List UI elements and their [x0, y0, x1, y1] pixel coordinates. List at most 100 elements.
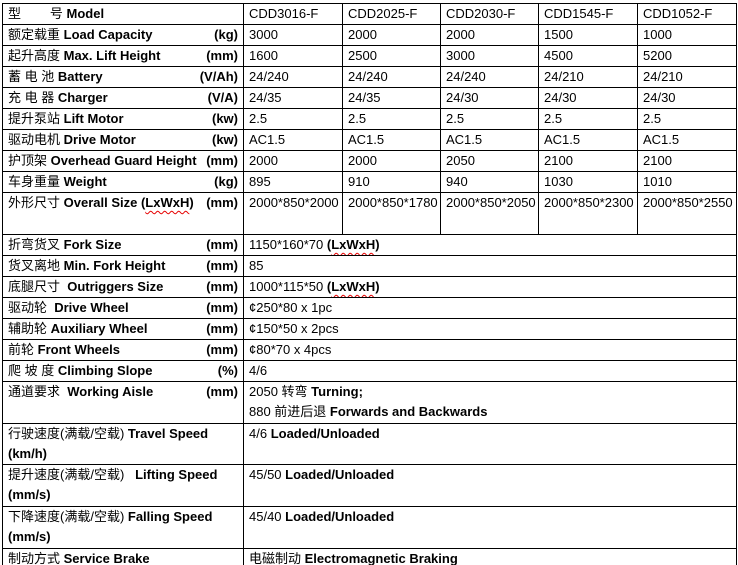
row-label-text: 制动方式 Service Brake [8, 550, 150, 565]
model-header-cell: CDD1052-F [637, 3, 737, 25]
table-row: 驱动轮 Drive Wheel (mm) ¢250*80 x 1pc [2, 297, 737, 319]
row-label-cell: 辅助轮 Auxiliary Wheel (mm) [2, 318, 244, 340]
row-label-cell: 下降速度(满载/空载) Falling Speed (mm/s) [2, 506, 244, 549]
spec-value-cell: 895 [243, 171, 343, 193]
spec-value-cell: 2000*850*2300 [538, 192, 638, 235]
table-row: 折弯货叉 Fork Size (mm) 1150*160*70 (LxWxH) [2, 234, 737, 256]
text-run: Falling Speed [127, 509, 213, 524]
row-unit: (mm) [206, 48, 238, 63]
row-label-cell: 通道要求 Working Aisle (mm) [2, 381, 244, 424]
text-run: 1150*160*70 [249, 237, 327, 252]
row-label-text: 爬 坡 度 Climbing Slope [8, 362, 152, 381]
table-row: 车身重量 Weight (kg) 895 910 940 1030 1010 [2, 171, 737, 193]
row-label-text: 护顶架 Overhead Guard Height [8, 152, 197, 171]
spellcheck-flagged-text: LxWxH [145, 195, 190, 210]
text-run: 驱动轮 [8, 300, 55, 315]
table-row: 前轮 Front Wheels (mm) ¢80*70 x 4pcs [2, 339, 737, 361]
text-run: 护顶架 [8, 153, 51, 168]
row-label-cell: 驱动轮 Drive Wheel (mm) [2, 297, 244, 319]
spec-value-cell: 1030 [538, 171, 638, 193]
row-unit: (mm) [206, 384, 238, 399]
text-run: Turning; [311, 384, 363, 399]
row-unit: (kg) [214, 174, 238, 189]
row-label-cell: 前轮 Front Wheels (mm) [2, 339, 244, 361]
spec-value-cell: AC1.5 [538, 129, 638, 151]
row-label-text: 额定载重 Load Capacity [8, 26, 153, 45]
row-label-line: 起升高度 Max. Lift Height (mm) [8, 47, 238, 66]
row-label-line: 外形尺寸 Overall Size (LxWxH) (mm) [8, 194, 238, 214]
row-label-cell: 驱动电机 Drive Motor (kw) [2, 129, 244, 151]
row-label-text: 行驶速度(满载/空载) Travel Speed (km/h) [8, 425, 238, 464]
spec-value-cell: 24/240 [440, 66, 539, 88]
text-run: ) [375, 237, 380, 252]
spellcheck-flagged-text: LxWxH [331, 279, 376, 294]
spec-value-line: 45/40 Loaded/Unloaded [249, 508, 731, 528]
text-run: 前轮 [8, 342, 38, 357]
row-label-text: 底腿尺寸 Outriggers Size [8, 278, 163, 297]
spec-span-value-cell: 45/50 Loaded/Unloaded [243, 464, 737, 507]
text-run: ( [326, 237, 332, 252]
row-label-cell: 充 电 器 Charger (V/A) [2, 87, 244, 109]
spec-value-line: 880 前进后退 Forwards and Backwards [249, 402, 731, 422]
text-run: 额定载重 [8, 27, 64, 42]
spec-value-cell: 2500 [342, 45, 441, 67]
spec-value-cell: 3000 [243, 24, 343, 46]
row-unit: (V/A) [207, 90, 238, 105]
spec-value-cell: 24/240 [243, 66, 343, 88]
spec-value-cell: 24/240 [342, 66, 441, 88]
row-label-line: 型 号 Model [8, 5, 238, 24]
row-label-cell: 货叉离地 Min. Fork Height (mm) [2, 255, 244, 277]
spec-value-line: ¢150*50 x 2pcs [249, 320, 731, 339]
table-row: 充 电 器 Charger (V/A) 24/35 24/35 24/30 24/30 24… [2, 87, 737, 109]
text-run: 折弯货叉 [8, 237, 64, 252]
text-run: 充 电 器 [8, 90, 58, 105]
row-label-line: 充 电 器 Charger (V/A) [8, 89, 238, 108]
row-label-cell: 行驶速度(满载/空载) Travel Speed (km/h) [2, 423, 244, 465]
spec-value-cell: 2000 [342, 24, 441, 46]
model-header-row: 型 号 Model CDD3016-F CDD2025-F CDD2030-F CDD1… [2, 3, 737, 25]
spec-value-line: 4/6 Loaded/Unloaded [249, 425, 731, 445]
row-label-text: 辅助轮 Auxiliary Wheel [8, 320, 147, 339]
row-label-text: 货叉离地 Min. Fork Height [8, 257, 165, 276]
spec-value-cell: 2.5 [243, 108, 343, 130]
row-label-cell: 起升高度 Max. Lift Height (mm) [2, 45, 244, 67]
spec-value-cell: 940 [440, 171, 539, 193]
row-label-cell: 折弯货叉 Fork Size (mm) [2, 234, 244, 256]
text-run: Overhead Guard Height [50, 153, 197, 168]
spec-value-cell: 2000 [243, 150, 343, 172]
row-label-text: 提升泵站 Lift Motor [8, 110, 124, 129]
text-run: Overall Size ( [63, 195, 146, 210]
text-run: 爬 坡 度 [8, 363, 58, 378]
text-run: Travel Speed (km/h) [8, 426, 212, 461]
row-label-cell: 提升泵站 Lift Motor (kw) [2, 108, 244, 130]
row-label-cell: 额定载重 Load Capacity (kg) [2, 24, 244, 46]
spec-span-value-cell: 1150*160*70 (LxWxH) [243, 234, 737, 256]
row-label-cell: 外形尺寸 Overall Size (LxWxH) (mm) [2, 192, 244, 235]
spec-value-cell: 24/35 [342, 87, 441, 109]
row-label-cell: 车身重量 Weight (kg) [2, 171, 244, 193]
text-run: Load Capacity [63, 27, 153, 42]
spec-span-value-cell: ¢80*70 x 4pcs [243, 339, 737, 361]
text-run: 辅助轮 [8, 321, 51, 336]
row-label-line: 车身重量 Weight (kg) [8, 173, 238, 192]
row-label-line: 前轮 Front Wheels (mm) [8, 341, 238, 360]
spec-value-cell: 1600 [243, 45, 343, 67]
model-header-cell: CDD3016-F [243, 3, 343, 25]
text-run: Lift Motor [63, 111, 124, 126]
text-run: Lifting Speed [135, 467, 218, 482]
spec-value-cell: 2000*850*2550 [637, 192, 737, 235]
row-label-line: 制动方式 Service Brake [8, 550, 238, 565]
text-run: Electromagnetic Braking [304, 551, 458, 565]
spec-table: 型 号 Model CDD3016-F CDD2025-F CDD2030-F CDD1… [2, 3, 737, 565]
row-label-line: 行驶速度(满载/空载) Travel Speed (km/h) [8, 425, 238, 464]
spec-value-cell: 2050 [440, 150, 539, 172]
text-run: 驱动电机 [8, 132, 64, 147]
text-run: Loaded/Unloaded [285, 509, 395, 524]
row-label-line: 货叉离地 Min. Fork Height (mm) [8, 257, 238, 276]
row-label-line: 提升速度(满载/空载) Lifting Speed [8, 466, 238, 486]
spec-value-line: 1150*160*70 (LxWxH) [249, 236, 731, 255]
spec-value-cell: 24/30 [440, 87, 539, 109]
row-unit: (mm) [206, 237, 238, 252]
row-label-line: 折弯货叉 Fork Size (mm) [8, 236, 238, 255]
text-run: ) [189, 195, 194, 210]
